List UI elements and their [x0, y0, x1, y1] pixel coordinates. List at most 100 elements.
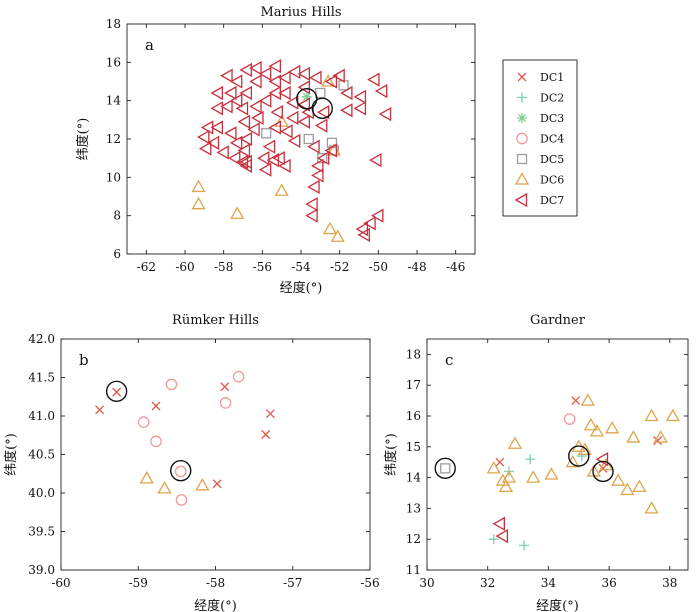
y-tick-label: 16	[106, 55, 121, 69]
y-tick-label: 11	[406, 563, 421, 577]
marker-dc6	[653, 430, 668, 443]
x-tick-label: 32	[480, 576, 495, 590]
marker-dc7	[316, 151, 330, 166]
marker-dc6	[611, 473, 626, 486]
y-tick-label: 14	[106, 94, 122, 108]
marker-dc7	[229, 135, 243, 150]
marker-dc7	[363, 216, 376, 231]
marker-dc7	[285, 110, 299, 126]
marker-dc7	[357, 227, 370, 242]
marker-dc1	[261, 430, 271, 439]
x-tick-label: -46	[446, 260, 465, 274]
marker-dc7	[268, 74, 282, 89]
legend-label: DC1	[540, 71, 564, 84]
marker-dc6	[330, 229, 345, 242]
marker-dc7	[249, 99, 262, 114]
marker-dc7	[216, 145, 229, 160]
marker-dc7	[324, 143, 338, 158]
y-tick-label: 8	[113, 209, 121, 223]
chart-title: Marius Hills	[260, 5, 341, 20]
legend-label: DC5	[540, 153, 564, 166]
y-tick-label: 16	[406, 409, 421, 423]
y-tick-label: 14	[406, 471, 422, 485]
marker-dc7	[307, 139, 320, 154]
legend: DC1 DC2 DC3 DC4 DC5 DC6 DC7	[502, 59, 578, 217]
marker-dc7	[229, 74, 243, 89]
y-axis-label: 纬度(°)	[75, 118, 91, 161]
marker-dc6	[191, 179, 206, 193]
marker-dc6	[544, 467, 559, 480]
y-tick-label: 12	[406, 532, 421, 546]
marker-dc7	[258, 162, 272, 177]
marker-dc6	[195, 477, 210, 491]
marker-dc7	[297, 97, 311, 112]
x-tick-label: 38	[662, 576, 677, 590]
marker-dc7	[369, 152, 382, 168]
marker-dc1	[112, 387, 122, 397]
marker-dc6	[526, 470, 541, 483]
marker-dc7	[305, 197, 318, 212]
marker-dc5	[261, 128, 272, 139]
marker-dc6	[139, 471, 154, 484]
marker-dc7	[371, 208, 384, 223]
marker-dc6	[632, 479, 647, 492]
marker-dc7	[297, 66, 311, 81]
marker-dc2	[576, 451, 587, 462]
marker-dc1	[265, 409, 275, 419]
x-tick-label: -59	[129, 576, 148, 590]
marker-dc6	[498, 479, 514, 492]
marker-dc7	[297, 114, 311, 129]
marker-dc1	[95, 405, 105, 415]
x-axis-label: 经度(°)	[280, 280, 323, 296]
y-tick-label: 6	[113, 247, 121, 261]
marker-dc7	[239, 85, 253, 101]
marker-dc6	[598, 457, 614, 471]
legend-marker-dc7	[514, 192, 528, 208]
marker-dc7	[197, 129, 210, 145]
y-tick-label: 42.0	[28, 332, 55, 346]
marker-dc7	[268, 59, 282, 74]
marker-dc7	[332, 68, 345, 83]
marker-dc7	[353, 89, 367, 104]
y-axis-label: 纬度(°)	[383, 433, 399, 476]
marker-dc6	[507, 436, 523, 449]
highlight-circle	[170, 459, 192, 482]
marker-dc7	[278, 70, 291, 85]
legend-box	[502, 59, 578, 217]
marker-dc1	[220, 382, 230, 392]
plot-frame	[126, 23, 476, 255]
marker-dc7	[235, 101, 249, 116]
marker-dc7	[224, 85, 237, 101]
marker-dc1	[653, 436, 663, 446]
marker-dc4	[563, 413, 576, 425]
marker-dc7	[210, 101, 224, 116]
marker-dc3	[301, 91, 312, 102]
marker-dc7	[272, 151, 285, 166]
marker-dc7	[262, 139, 276, 154]
marker-dc1	[571, 396, 581, 406]
marker-dc7	[239, 62, 253, 78]
marker-dc7	[268, 120, 282, 135]
legend-label: DC2	[540, 92, 564, 105]
marker-dc7	[287, 133, 301, 149]
marker-dc6	[583, 417, 599, 431]
chart-title: Rümker Hills	[172, 313, 259, 328]
x-tick-label: 34	[541, 576, 557, 590]
panel-c: Gardner c 30 32 34 36 38 11 12 13 14 15 16 17 18 经度(°) 纬…	[383, 313, 689, 612]
marker-dc6	[644, 408, 659, 422]
highlight-circle	[434, 457, 456, 480]
panel-b: Rümker Hills b -60 -59 -58 -57 -56 39.0 39.5 40.0…	[3, 313, 380, 612]
marker-dc7	[324, 74, 338, 89]
marker-dc6	[486, 461, 501, 474]
legend-marker-dc5	[516, 153, 528, 165]
marker-dc4	[232, 370, 245, 383]
x-tick-label: -56	[253, 260, 272, 274]
panel-label: a	[145, 36, 154, 54]
x-axis-label: 经度(°)	[536, 598, 579, 612]
x-tick-label: -54	[291, 260, 311, 274]
highlight-circle	[296, 88, 318, 110]
legend-label: DC6	[540, 174, 564, 187]
chart-title: Gardner	[530, 313, 586, 328]
marker-dc2	[525, 454, 536, 465]
marker-dc7	[307, 179, 320, 195]
